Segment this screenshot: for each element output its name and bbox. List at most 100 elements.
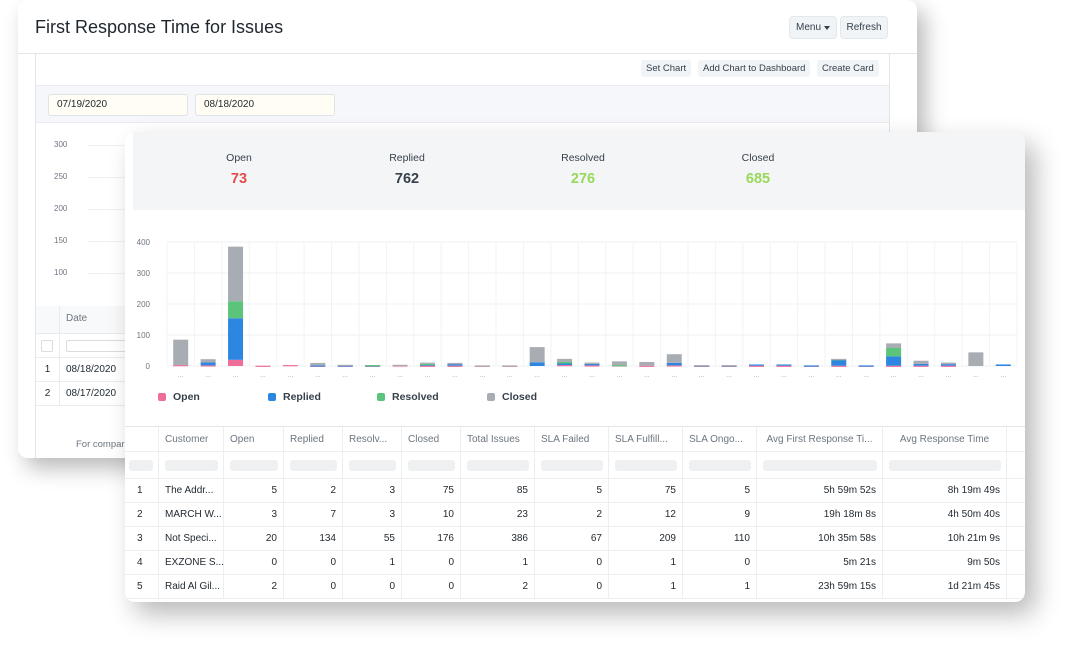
create-card-button[interactable]: Create Card <box>817 60 879 77</box>
table-cell: 1 <box>461 551 535 574</box>
column-header[interactable]: Customer <box>159 427 224 451</box>
x-tick-label: ... <box>507 372 513 379</box>
table-cell: 0 <box>224 551 284 574</box>
bar-segment-resolved <box>365 365 381 367</box>
column-header[interactable]: Avg Response Time <box>883 427 1007 451</box>
column-header[interactable]: SLA Failed <box>535 427 609 451</box>
select-all-checkbox[interactable] <box>41 340 53 352</box>
table-cell: 5 <box>683 479 757 502</box>
customer-report-table: Customer Open Replied Resolv... Closed Total … <box>125 426 1025 599</box>
y-tick-label: 300 <box>137 269 151 278</box>
filter-cell <box>757 452 883 478</box>
x-tick-label: ... <box>370 372 376 379</box>
bar-segment-closed <box>940 362 956 365</box>
column-filter-input[interactable] <box>541 460 603 471</box>
x-tick-label: ... <box>918 372 924 379</box>
column-filter-input[interactable] <box>615 460 677 471</box>
bar-segment-closed <box>502 365 518 367</box>
x-tick-label: ... <box>342 372 348 379</box>
header-divider <box>18 53 917 54</box>
column-header[interactable]: Total Issues <box>461 427 535 451</box>
table-row[interactable]: 1 The Addr... 5 2 3 75 85 5 75 5 5h 59m 52s 8h 19m … <box>125 479 1025 503</box>
bar-segment-closed <box>474 365 490 367</box>
column-header[interactable]: Replied <box>284 427 343 451</box>
column-header[interactable]: Open <box>224 427 284 451</box>
column-header[interactable]: SLA Fulfill... <box>609 427 683 451</box>
gridline <box>88 209 148 210</box>
x-tick-label: ... <box>562 372 568 379</box>
bar-segment-open <box>255 365 271 367</box>
column-header[interactable]: Avg First Response Ti... <box>757 427 883 451</box>
column-filter-input[interactable] <box>408 460 455 471</box>
bar-segment-open <box>831 365 847 367</box>
row-index: 5 <box>125 575 159 598</box>
legend-swatch <box>377 393 385 401</box>
stat-label: Open <box>226 152 252 164</box>
add-chart-to-dashboard-button[interactable]: Add Chart to Dashboard <box>698 60 811 77</box>
y-tick-label: 200 <box>54 204 68 213</box>
table-cell: 2 <box>535 503 609 526</box>
refresh-button[interactable]: Refresh <box>840 16 888 39</box>
comparison-note: For comparison <box>76 439 142 450</box>
menu-button[interactable]: Menu <box>789 16 837 39</box>
x-tick-label: ... <box>233 372 239 379</box>
table-cell: 4h 50m 40s <box>883 503 1007 526</box>
legend-swatch <box>487 393 495 401</box>
table-cell: 0 <box>535 575 609 598</box>
x-tick-label: ... <box>863 372 869 379</box>
table-cell: 67 <box>535 527 609 550</box>
table-cell: 2 <box>224 575 284 598</box>
filter-cell <box>683 452 757 478</box>
bar-segment-closed <box>529 347 545 363</box>
bar-segment-replied <box>776 364 792 366</box>
legend-item-open[interactable]: Open <box>158 391 200 403</box>
row-index: 2 <box>125 503 159 526</box>
bar-segment-replied <box>529 362 545 366</box>
table-cell: 85 <box>461 479 535 502</box>
x-tick-label: ... <box>315 372 321 379</box>
column-filter-input[interactable] <box>889 460 1001 471</box>
column-filter-input[interactable] <box>290 460 337 471</box>
bar-segment-closed <box>419 362 435 364</box>
table-row[interactable]: 3 Not Speci... 20 134 55 176 386 67 209 110 10h 35… <box>125 527 1025 551</box>
legend-label: Replied <box>283 391 321 403</box>
filter-cell <box>343 452 402 478</box>
legend-item-closed[interactable]: Closed <box>487 391 537 403</box>
bar-segment-open <box>228 359 244 366</box>
table-cell: 209 <box>609 527 683 550</box>
legend-swatch <box>268 393 276 401</box>
column-filter-input[interactable] <box>467 460 529 471</box>
gridline <box>88 177 148 178</box>
table-row[interactable]: 2 MARCH W... 3 7 3 10 23 2 12 9 19h 18m 8s 4h 50m 4… <box>125 503 1025 527</box>
table-row[interactable]: 5 Raid Al Gil... 2 0 0 0 2 0 1 1 23h 59m 15s 1d 21m… <box>125 575 1025 599</box>
table-cell: 20 <box>224 527 284 550</box>
table-row[interactable]: 2 08/17/2020 <box>36 382 146 406</box>
row-filter-input[interactable] <box>129 460 153 471</box>
table-header-row: Customer Open Replied Resolv... Closed Total … <box>125 426 1025 452</box>
x-tick-label: ... <box>836 372 842 379</box>
filter-cell <box>224 452 284 478</box>
column-header[interactable]: Resolv... <box>343 427 402 451</box>
bar-segment-replied <box>940 364 956 366</box>
column-header[interactable]: SLA Ongo... <box>683 427 757 451</box>
column-header-date[interactable]: Date <box>66 313 88 324</box>
column-filter-input[interactable] <box>230 460 278 471</box>
bar-segment-resolved <box>886 348 902 357</box>
to-date-field[interactable]: 08/18/2020 <box>195 94 335 116</box>
column-header[interactable]: Closed <box>402 427 461 451</box>
bar-segment-replied <box>200 362 216 366</box>
legend-item-replied[interactable]: Replied <box>268 391 321 403</box>
filter-cell <box>402 452 461 478</box>
table-cell: 5h 59m 52s <box>757 479 883 502</box>
from-date-field[interactable]: 07/19/2020 <box>48 94 188 116</box>
column-filter-input[interactable] <box>689 460 751 471</box>
table-cell: 12 <box>609 503 683 526</box>
bar-segment-closed <box>721 365 737 367</box>
column-filter-input[interactable] <box>349 460 396 471</box>
table-row[interactable]: 4 EXZONE S... 0 0 1 0 1 0 1 0 5m 21s 9m 50s <box>125 551 1025 575</box>
column-filter-input[interactable] <box>165 460 218 471</box>
set-chart-button[interactable]: Set Chart <box>641 60 692 77</box>
column-filter-input[interactable] <box>763 460 877 471</box>
legend-item-resolved[interactable]: Resolved <box>377 391 439 403</box>
table-row[interactable]: 1 08/18/2020 <box>36 358 146 382</box>
